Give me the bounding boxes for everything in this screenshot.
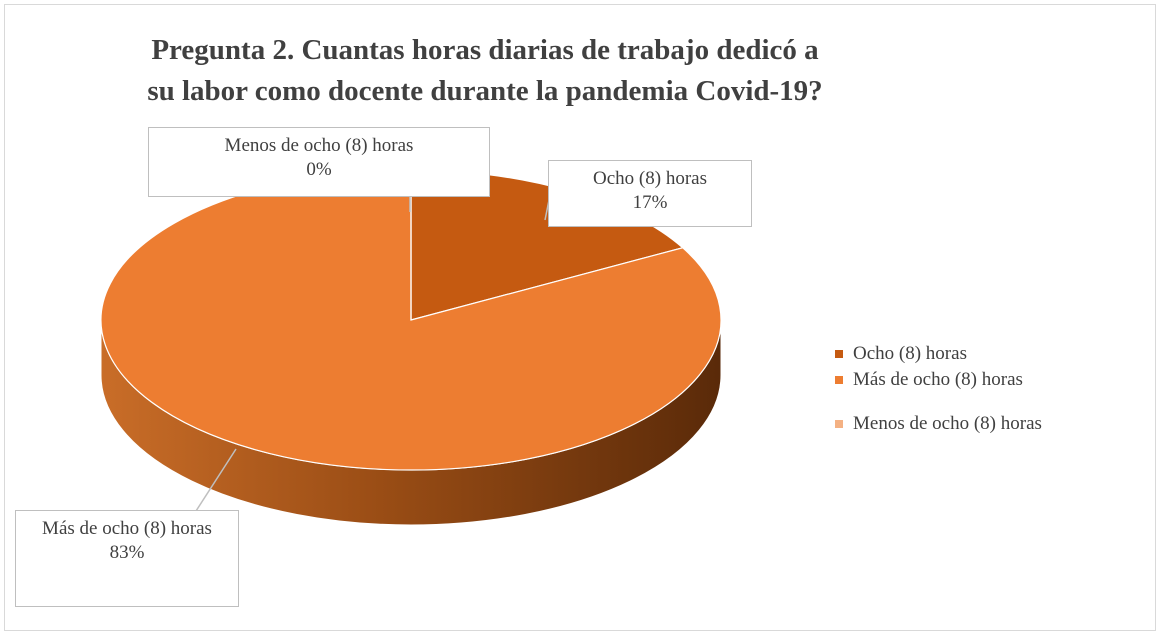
legend-item: Más de ocho (8) horas xyxy=(835,369,1023,391)
legend-swatch xyxy=(835,376,843,384)
legend-swatch xyxy=(835,420,843,428)
legend-swatch xyxy=(835,350,843,358)
data-label-category: Menos de ocho (8) horas xyxy=(224,135,414,156)
legend-label: Ocho (8) horas xyxy=(853,343,967,364)
legend-item: Ocho (8) horas xyxy=(835,343,967,365)
data-label-value: 83% xyxy=(109,542,145,563)
data-label-category: Ocho (8) horas xyxy=(593,168,707,189)
data-label-value: 17% xyxy=(632,192,668,213)
legend-label: Más de ocho (8) horas xyxy=(853,369,1023,390)
data-label: Ocho (8) horas 17% xyxy=(548,160,752,227)
data-label-category: Más de ocho (8) horas xyxy=(42,518,212,539)
chart-frame xyxy=(4,4,1156,631)
data-label: Más de ocho (8) horas 83% xyxy=(15,510,239,607)
legend-label: Menos de ocho (8) horas xyxy=(853,413,1042,434)
data-label-value: 0% xyxy=(306,159,332,180)
leader-line xyxy=(195,448,237,512)
legend-item: Menos de ocho (8) horas xyxy=(835,413,1042,435)
chart-title: Pregunta 2. Cuantas horas diarias de tra… xyxy=(147,34,823,107)
data-label: Menos de ocho (8) horas 0% xyxy=(148,127,490,197)
